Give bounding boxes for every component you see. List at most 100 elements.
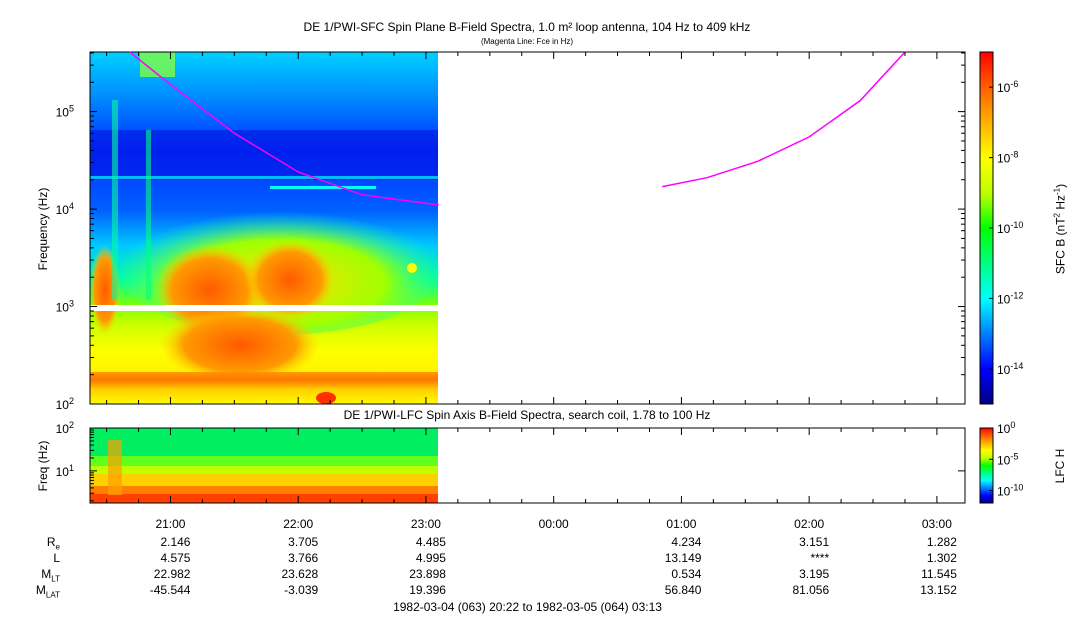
lfc-y-tick-label-base: 10 [56, 422, 70, 436]
sfc-colorbar-tick-label-base: 10 [997, 81, 1011, 95]
lfc-band [90, 456, 438, 466]
sfc-low-band [90, 372, 438, 404]
sfc-y-tick-label-base: 10 [56, 203, 70, 217]
sfc-orange-emission [245, 240, 335, 320]
sfc-y-tick-label-exp: 4 [69, 201, 74, 211]
x-tick-label: 22:00 [283, 517, 313, 531]
ephemeris-row-label: L [20, 551, 60, 567]
ephemeris-value: 2.146 [160, 535, 191, 549]
ephemeris-label-sub: LT [51, 574, 60, 584]
sfc-colorbar-tick-label-base: 10 [997, 292, 1011, 306]
x-tick-label: 02:00 [794, 517, 824, 531]
sfc-y-tick-label: 103 [56, 299, 74, 315]
sfc-burst-column [112, 100, 118, 300]
ephemeris-label-base: M [35, 583, 46, 597]
sfc-yellow-spot [407, 263, 417, 273]
lfc-band [90, 486, 438, 494]
ephemeris-value: 23.898 [409, 567, 446, 581]
lfc-colorbar-tick-label-exp: -10 [1010, 483, 1023, 493]
ephemeris-value: **** [810, 551, 830, 565]
ephemeris-value: 3.195 [799, 567, 830, 581]
ephemeris-value: 3.766 [288, 551, 319, 565]
ephemeris-value: -45.544 [149, 583, 191, 597]
lfc-colorbar-tick-label-base: 10 [997, 485, 1011, 499]
ephemeris-value: 56.840 [664, 583, 702, 597]
lfc-y-tick-label-exp: 2 [69, 420, 74, 430]
lfc-y-tick-label: 102 [56, 420, 74, 436]
ephemeris-value: 22.982 [153, 567, 191, 581]
lfc-colorbar-tick-label-exp: 0 [1010, 420, 1015, 430]
sfc-colorbar-tick-label-exp: -12 [1010, 290, 1023, 300]
sfc-colorbar-tick-label: 10-12 [997, 290, 1023, 306]
ephemeris-label-base: R [46, 535, 56, 549]
sfc-red-spot [316, 392, 336, 404]
lfc-burst [108, 440, 122, 495]
lfc-colorbar [979, 427, 994, 504]
ephemeris-value: 11.545 [921, 567, 957, 581]
lfc-band [90, 428, 438, 456]
ephemeris-value: 4.575 [160, 551, 191, 565]
sfc-y-tick-label-exp: 5 [69, 104, 74, 114]
sfc-y-tick-label-exp: 3 [69, 299, 74, 309]
sfc-interference-line [270, 186, 376, 189]
sfc-colorbar-tick-label: 10-14 [997, 361, 1023, 377]
ephemeris-row-label: MLAT [20, 583, 60, 599]
ephemeris-value: 0.534 [671, 567, 702, 581]
sfc-colorbar-tick-label-exp: -8 [1010, 150, 1018, 160]
sfc-colorbar-tick-label-exp: -6 [1010, 79, 1018, 89]
sfc-y-tick-label-base: 10 [56, 398, 70, 412]
ephemeris-value: 13.149 [664, 551, 702, 565]
lfc-y-tick-label-exp: 1 [69, 463, 74, 473]
ephemeris-value: 23.628 [281, 567, 319, 581]
ephemeris-value: 1.282 [926, 535, 957, 549]
fce-line-segment [662, 51, 906, 188]
sfc-y-tick-label-exp: 2 [69, 396, 74, 406]
sfc-data-gap [90, 305, 440, 311]
sfc-colorbar-tick-label-base: 10 [997, 152, 1011, 166]
x-tick-label: 23:00 [411, 517, 441, 531]
ephemeris-value: 81.056 [792, 583, 830, 597]
ephemeris-value: 13.152 [920, 583, 957, 597]
sfc-plot-frame [89, 51, 966, 405]
sfc-y-tick-label: 102 [56, 396, 74, 412]
sfc-colorbar-tick-label-base: 10 [997, 222, 1011, 236]
lfc-title: DE 1/PWI-LFC Spin Axis B-Field Spectra, … [343, 408, 711, 422]
ephemeris-value: 4.995 [415, 551, 446, 565]
ephemeris-value: 3.705 [288, 535, 319, 549]
lfc-band [90, 494, 438, 503]
time-range: 1982-03-04 (063) 20:22 to 1982-03-05 (06… [393, 600, 662, 614]
sfc-y-tick-label: 104 [56, 201, 74, 217]
sfc-colorbar-tick-label: 10-10 [997, 220, 1023, 236]
ephemeris-value: -3.039 [284, 583, 319, 597]
sfc-orange-emission [160, 307, 320, 383]
lfc-colorbar-tick-label: 10-5 [997, 451, 1018, 467]
ephemeris-label-sub: e [55, 542, 60, 552]
ephemeris-value: 19.396 [409, 583, 446, 597]
sfc-colorbar-tick-label-exp: -14 [1010, 361, 1023, 371]
ephemeris-value: 3.151 [799, 535, 830, 549]
x-tick-label: 01:00 [666, 517, 696, 531]
x-tick-label: 00:00 [539, 517, 569, 531]
lfc-band [90, 466, 438, 474]
sfc-dark-blue-band [90, 130, 438, 180]
lfc-spectrogram [90, 428, 438, 503]
lfc-plot-frame [89, 427, 966, 504]
x-tick-label: 03:00 [922, 517, 952, 531]
sfc-y-tick-label-base: 10 [56, 301, 70, 315]
ephemeris-label-base: L [53, 551, 60, 565]
sfc-interference-line [90, 176, 438, 179]
lfc-colorbar-tick-label: 10-10 [997, 483, 1023, 499]
ephemeris-value: 1.302 [926, 551, 957, 565]
lfc-colorbar-tick-label-base: 10 [997, 422, 1011, 436]
lfc-colorbar-tick-label-base: 10 [997, 453, 1011, 467]
fce-line [129, 51, 906, 206]
lfc-band [90, 474, 438, 486]
axis-ticks [90, 52, 993, 503]
fce-line-segment [129, 51, 439, 206]
sfc-subtitle: (Magenta Line: Fce in Hz) [480, 37, 574, 46]
sfc-burst-column [146, 130, 151, 300]
lfc-colorbar-tick-label-exp: -5 [1010, 451, 1018, 461]
sfc-colorbar-tick-label: 10-6 [997, 79, 1018, 95]
